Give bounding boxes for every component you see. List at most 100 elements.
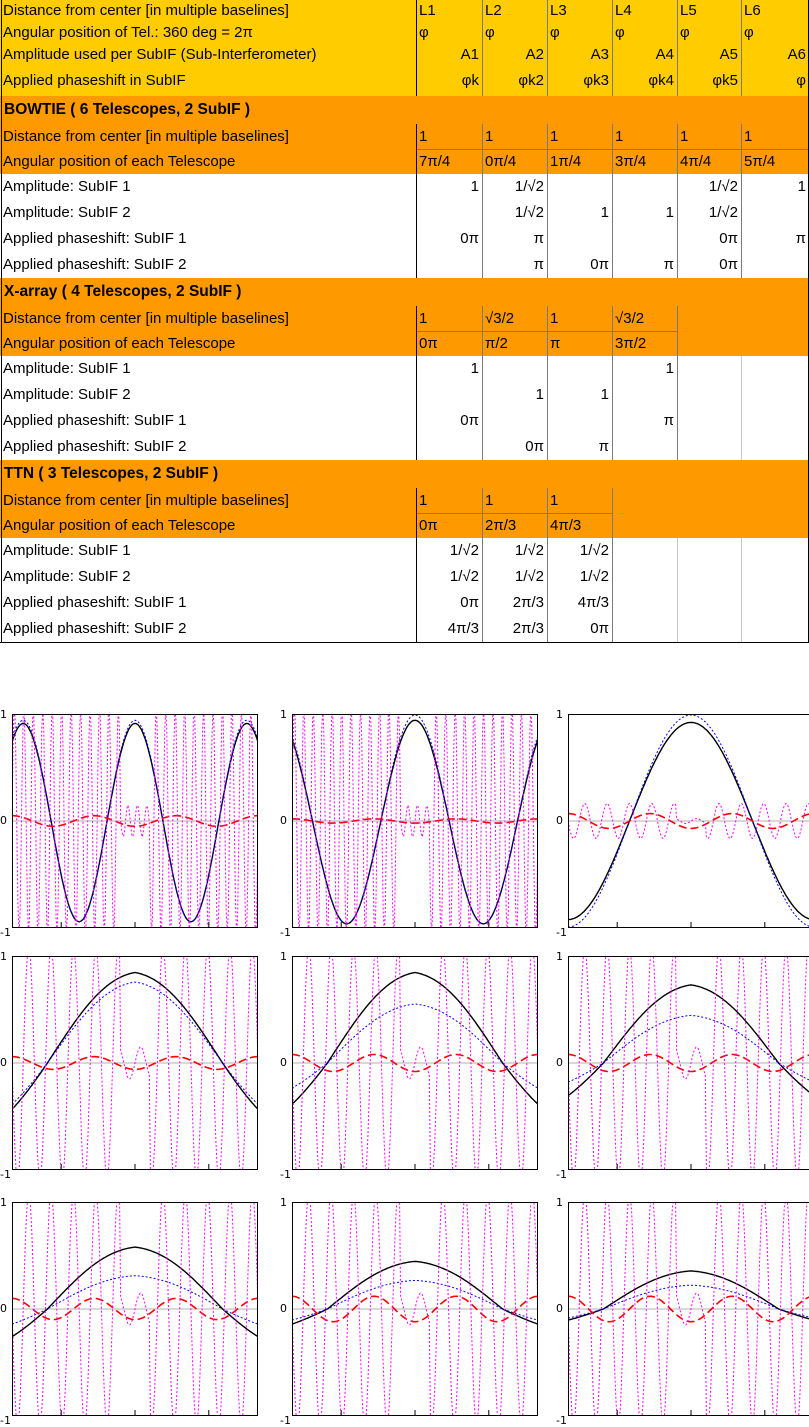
table-row: Distance from center [in multiple baseli… [0, 488, 809, 513]
table-row: Amplitude used per SubIF (Sub-Interferom… [0, 44, 809, 66]
row-value: 1 [612, 356, 677, 382]
line-plot [12, 714, 258, 928]
angle-value: 0π [416, 513, 482, 538]
grid-line [416, 356, 417, 460]
grid-line [547, 538, 548, 642]
distance-value: 1 [547, 488, 612, 513]
angle-label: Angular position of each Telescope [0, 513, 416, 538]
header-angle: φ [612, 22, 677, 44]
row-value: 4π/3 [416, 616, 482, 642]
row-value [677, 434, 741, 460]
row-value: 1 [416, 356, 482, 382]
header-phase: φ [741, 66, 809, 96]
row-value [677, 356, 741, 382]
row-value: 2π/3 [482, 590, 547, 616]
grid-line [677, 356, 678, 460]
series-line [568, 1271, 809, 1320]
grid-line [416, 149, 809, 150]
grid-line [547, 488, 548, 538]
grid-line [741, 0, 742, 96]
grid-line [677, 0, 678, 96]
row-value: 1/√2 [482, 538, 547, 564]
row-label: Applied phaseshift: SubIF 2 [0, 252, 416, 278]
row-value [612, 226, 677, 252]
header-amp: A1 [416, 44, 482, 66]
grid-line [741, 124, 742, 174]
header-label: Applied phaseshift in SubIF [0, 66, 416, 96]
row-value [612, 590, 677, 616]
series-line [292, 973, 538, 1105]
distance-label: Distance from center [in multiple baseli… [0, 488, 416, 513]
y-tick-label: -1 [0, 1168, 11, 1181]
grid-line [482, 174, 483, 278]
y-tick-label: -1 [0, 926, 11, 939]
angle-value: 3π/2 [612, 331, 677, 356]
grid-line [677, 174, 678, 278]
grid-line [677, 124, 678, 174]
grid-line [416, 513, 612, 514]
y-tick-label: -1 [556, 1414, 567, 1427]
row-value [677, 538, 741, 564]
distance-value: 1 [612, 124, 677, 149]
distance-label: Distance from center [in multiple baseli… [0, 306, 416, 331]
angle-value: 7π/4 [416, 149, 482, 174]
header-phase: φk4 [612, 66, 677, 96]
distance-value: 1 [482, 124, 547, 149]
row-value: 2π/3 [482, 616, 547, 642]
y-tick-label: 0 [556, 1056, 563, 1069]
header-label: Angular position of Tel.: 360 deg = 2π [0, 22, 416, 44]
grid-line [612, 306, 613, 356]
row-label: Applied phaseshift: SubIF 2 [0, 434, 416, 460]
row-value [612, 174, 677, 200]
grid-line [677, 306, 678, 356]
row-value: 0π [416, 408, 482, 434]
row-value: 1/√2 [677, 200, 741, 226]
row-value [677, 382, 741, 408]
section-title: X-array ( 4 Telescopes, 2 SubIF ) [0, 278, 809, 306]
angle-value: 0π [416, 331, 482, 356]
distance-value: 1 [416, 306, 482, 331]
header-name: L4 [612, 0, 677, 22]
row-label: Applied phaseshift: SubIF 1 [0, 408, 416, 434]
grid-line [482, 306, 483, 356]
row-value: 0π [547, 252, 612, 278]
row-value: 1 [612, 200, 677, 226]
grid-line [612, 356, 613, 460]
row-value [612, 616, 677, 642]
grid-line [482, 0, 483, 96]
table-row: Distance from center [in multiple baseli… [0, 306, 809, 331]
row-value: 0π [677, 252, 741, 278]
series-line [568, 1285, 809, 1318]
line-plot [12, 1202, 258, 1416]
row-label: Applied phaseshift: SubIF 1 [0, 226, 416, 252]
row-value [612, 564, 677, 590]
grid-line [612, 174, 613, 278]
row-label: Applied phaseshift: SubIF 1 [0, 590, 416, 616]
y-tick-label: 1 [280, 950, 287, 963]
row-value: 0π [416, 590, 482, 616]
row-label: Applied phaseshift: SubIF 2 [0, 616, 416, 642]
grid-line [1, 0, 2, 642]
grid-line [416, 124, 417, 174]
row-value [416, 200, 482, 226]
table-row: TTN ( 3 Telescopes, 2 SubIF ) [0, 460, 809, 488]
header-label: Distance from center [in multiple baseli… [0, 0, 416, 22]
distance-value: 1 [416, 124, 482, 149]
grid-line [416, 488, 417, 538]
y-tick-label: 1 [280, 708, 287, 721]
y-tick-label: 0 [280, 1302, 287, 1315]
row-value [612, 434, 677, 460]
distance-value: 1 [416, 488, 482, 513]
grid-line [547, 356, 548, 460]
row-value [741, 434, 809, 460]
distance-value: 1 [547, 306, 612, 331]
row-value [547, 174, 612, 200]
distance-label: Distance from center [in multiple baseli… [0, 124, 416, 149]
row-value: 4π/3 [547, 590, 612, 616]
